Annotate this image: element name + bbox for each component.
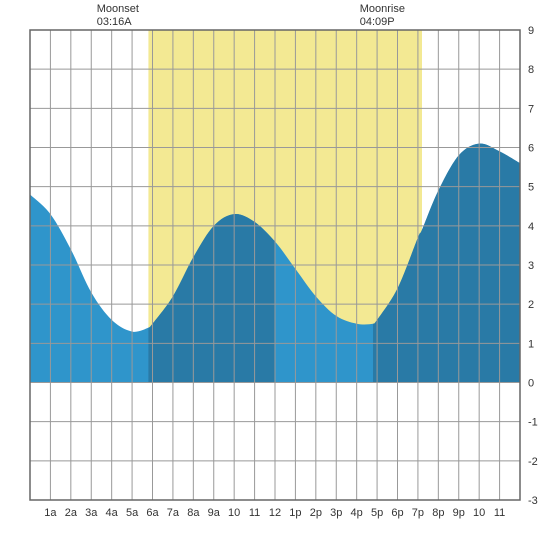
y-tick-label: 6 bbox=[528, 143, 534, 155]
y-tick-label: 9 bbox=[528, 25, 534, 37]
x-tick-label: 1p bbox=[289, 507, 301, 519]
x-tick-label: 8p bbox=[432, 507, 444, 519]
x-tick-label: 2p bbox=[310, 507, 322, 519]
y-tick-label: -1 bbox=[528, 417, 538, 429]
x-tick-label: 5p bbox=[371, 507, 383, 519]
y-tick-label: 0 bbox=[528, 378, 534, 390]
x-tick-label: 7p bbox=[412, 507, 424, 519]
x-tick-label: 11 bbox=[249, 507, 260, 519]
x-tick-label: 2a bbox=[65, 507, 78, 519]
y-tick-label: -3 bbox=[528, 495, 538, 507]
y-tick-label: 2 bbox=[528, 299, 534, 311]
x-tick-label: 10 bbox=[473, 507, 485, 519]
y-tick-label: 5 bbox=[528, 182, 534, 194]
x-tick-label: 8a bbox=[187, 507, 200, 519]
x-tick-label: 7a bbox=[167, 507, 180, 519]
x-tick-label: 12 bbox=[269, 507, 281, 519]
moon-event-time: 04:09P bbox=[360, 16, 395, 28]
y-tick-label: 7 bbox=[528, 103, 534, 115]
x-tick-label: 4a bbox=[106, 507, 119, 519]
tide-chart: -3-2-101234567891a2a3a4a5a6a7a8a9a101112… bbox=[0, 0, 550, 550]
x-tick-label: 10 bbox=[228, 507, 240, 519]
x-tick-label: 6p bbox=[391, 507, 403, 519]
x-tick-label: 5a bbox=[126, 507, 139, 519]
y-tick-label: 4 bbox=[528, 221, 534, 233]
x-tick-label: 11 bbox=[494, 507, 505, 519]
moon-event-title: Moonset bbox=[97, 3, 139, 15]
y-tick-label: 3 bbox=[528, 260, 534, 272]
x-tick-label: 3p bbox=[330, 507, 342, 519]
x-tick-label: 4p bbox=[351, 507, 363, 519]
chart-svg: -3-2-101234567891a2a3a4a5a6a7a8a9a101112… bbox=[0, 0, 550, 550]
y-tick-label: 1 bbox=[528, 338, 534, 350]
x-tick-label: 6a bbox=[146, 507, 159, 519]
x-tick-label: 1a bbox=[44, 507, 57, 519]
x-tick-label: 3a bbox=[85, 507, 98, 519]
x-tick-label: 9a bbox=[208, 507, 221, 519]
y-tick-label: 8 bbox=[528, 64, 534, 76]
x-tick-label: 9p bbox=[453, 507, 465, 519]
moon-event-title: Moonrise bbox=[360, 3, 405, 15]
moon-event-time: 03:16A bbox=[97, 16, 133, 28]
y-tick-label: -2 bbox=[528, 456, 538, 468]
